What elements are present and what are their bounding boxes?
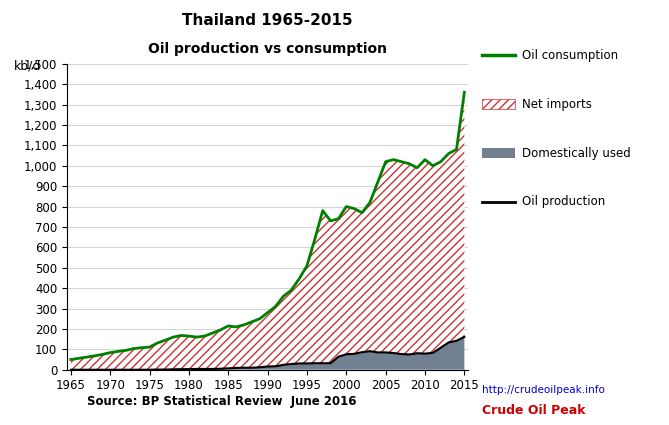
Text: kb/d: kb/d (13, 60, 41, 73)
Text: Crude Oil Peak: Crude Oil Peak (482, 403, 585, 416)
Text: Domestically used: Domestically used (522, 147, 631, 159)
Text: Source: BP Statistical Review  June 2016: Source: BP Statistical Review June 2016 (87, 395, 357, 408)
Text: Oil production vs consumption: Oil production vs consumption (148, 42, 387, 57)
Text: Oil consumption: Oil consumption (522, 49, 618, 62)
Text: Net imports: Net imports (522, 98, 591, 110)
Text: Thailand 1965-2015: Thailand 1965-2015 (182, 13, 353, 28)
Text: Oil production: Oil production (522, 196, 605, 208)
Text: http://crudeoilpeak.info: http://crudeoilpeak.info (482, 385, 605, 395)
